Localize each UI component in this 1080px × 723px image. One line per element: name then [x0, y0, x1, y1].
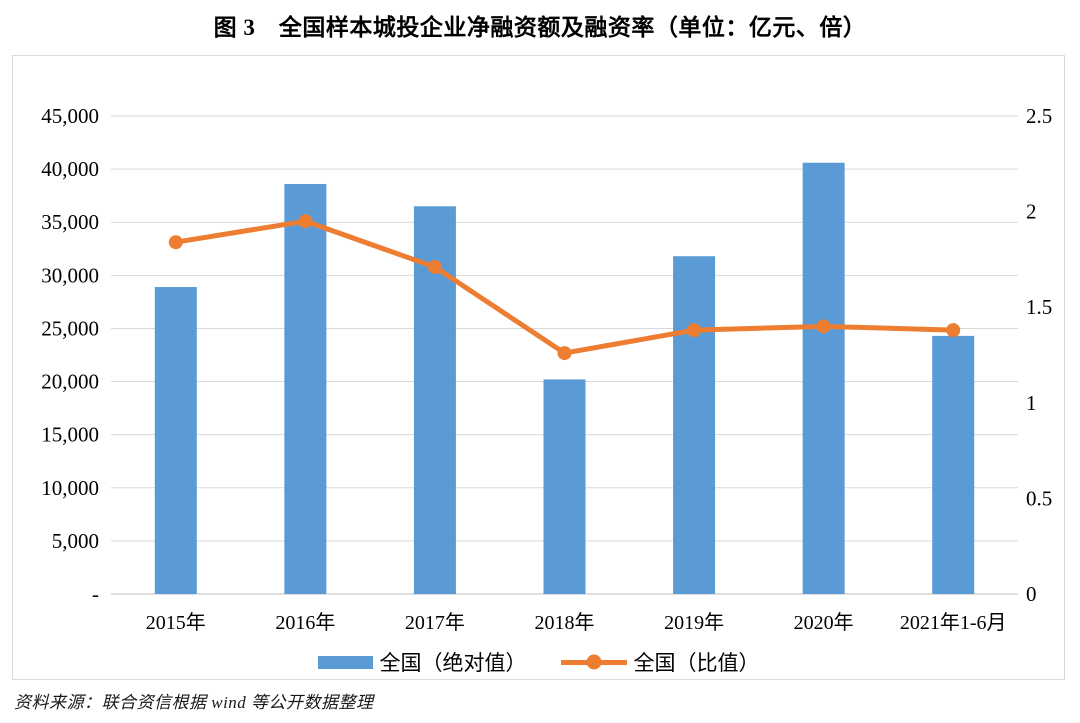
- left-axis-tick-label: 5,000: [52, 529, 99, 553]
- left-axis-tick-label: 10,000: [41, 476, 99, 500]
- left-axis-tick-label: 40,000: [41, 157, 99, 181]
- bar-series-swatch-icon: [317, 655, 373, 669]
- line-series-swatch-icon: [560, 654, 627, 670]
- left-axis-tick-label: -: [92, 582, 99, 606]
- x-axis-label-2020年: 2020年: [794, 611, 854, 634]
- left-axis-tick-label: 30,000: [41, 263, 99, 287]
- legend-item-line-series: 全国（比值）: [560, 647, 760, 677]
- right-axis-tick-label: 2.5: [1026, 104, 1052, 128]
- chart-title: 图 3 全国样本城投企业净融资额及融资率（单位：亿元、倍）: [213, 15, 867, 40]
- right-axis-tick-label: 0: [1026, 582, 1037, 606]
- bar-2018年: [543, 379, 586, 594]
- right-axis-tick-label: 1.5: [1026, 295, 1052, 319]
- left-axis-tick-label: 15,000: [41, 423, 99, 447]
- right-axis-tick-label: 2: [1026, 200, 1037, 224]
- legend-label-bar-series: 全国（绝对值）: [379, 651, 527, 675]
- bar-2016年: [284, 183, 327, 594]
- ratio-point-2021年1-6月: [946, 323, 961, 338]
- bar-2019年: [673, 256, 716, 594]
- ratio-point-2016年: [298, 214, 313, 229]
- x-axis-label-2018年: 2018年: [535, 611, 595, 634]
- legend-item-bar-series: 全国（绝对值）: [317, 647, 527, 677]
- x-axis-label-2019年: 2019年: [664, 611, 724, 634]
- combo-chart-svg: - 5,000 10,000 15,000 20,000 25,000 30,000 35,0…: [41, 104, 1052, 634]
- right-axis-tick-label: 0.5: [1026, 486, 1052, 510]
- left-axis-tick-label: 45,000: [41, 104, 99, 128]
- ratio-point-2020年: [816, 319, 831, 334]
- source-note: 资料来源：联合资信根据 wind 等公开数据整理: [14, 693, 374, 712]
- bar-2015年: [154, 287, 197, 594]
- x-axis-label-2021年1-6月: 2021年1-6月: [900, 611, 1007, 634]
- legend-label-line-series: 全国（比值）: [633, 651, 760, 675]
- ratio-point-2019年: [687, 323, 702, 338]
- chart-container: - 5,000 10,000 15,000 20,000 25,000 30,000 35,0…: [12, 55, 1065, 680]
- legend: 全国（绝对值） 全国（比值）: [13, 647, 1064, 677]
- x-axis-label-2017年: 2017年: [405, 611, 465, 634]
- ratio-point-2018年: [557, 346, 572, 361]
- bar-2020年: [802, 162, 845, 594]
- x-axis-label-2016年: 2016年: [275, 611, 335, 634]
- x-axis-label-2015年: 2015年: [146, 611, 206, 634]
- left-axis-tick-label: 20,000: [41, 370, 99, 394]
- bar-2021年1-6月: [932, 335, 975, 594]
- line-series-marker-icon: [586, 654, 601, 670]
- left-axis-tick-label: 25,000: [41, 316, 99, 340]
- ratio-point-2015年: [168, 235, 183, 250]
- ratio-point-2017年: [427, 260, 442, 275]
- right-axis-tick-label: 1: [1026, 391, 1037, 415]
- left-axis-tick-label: 35,000: [41, 210, 99, 234]
